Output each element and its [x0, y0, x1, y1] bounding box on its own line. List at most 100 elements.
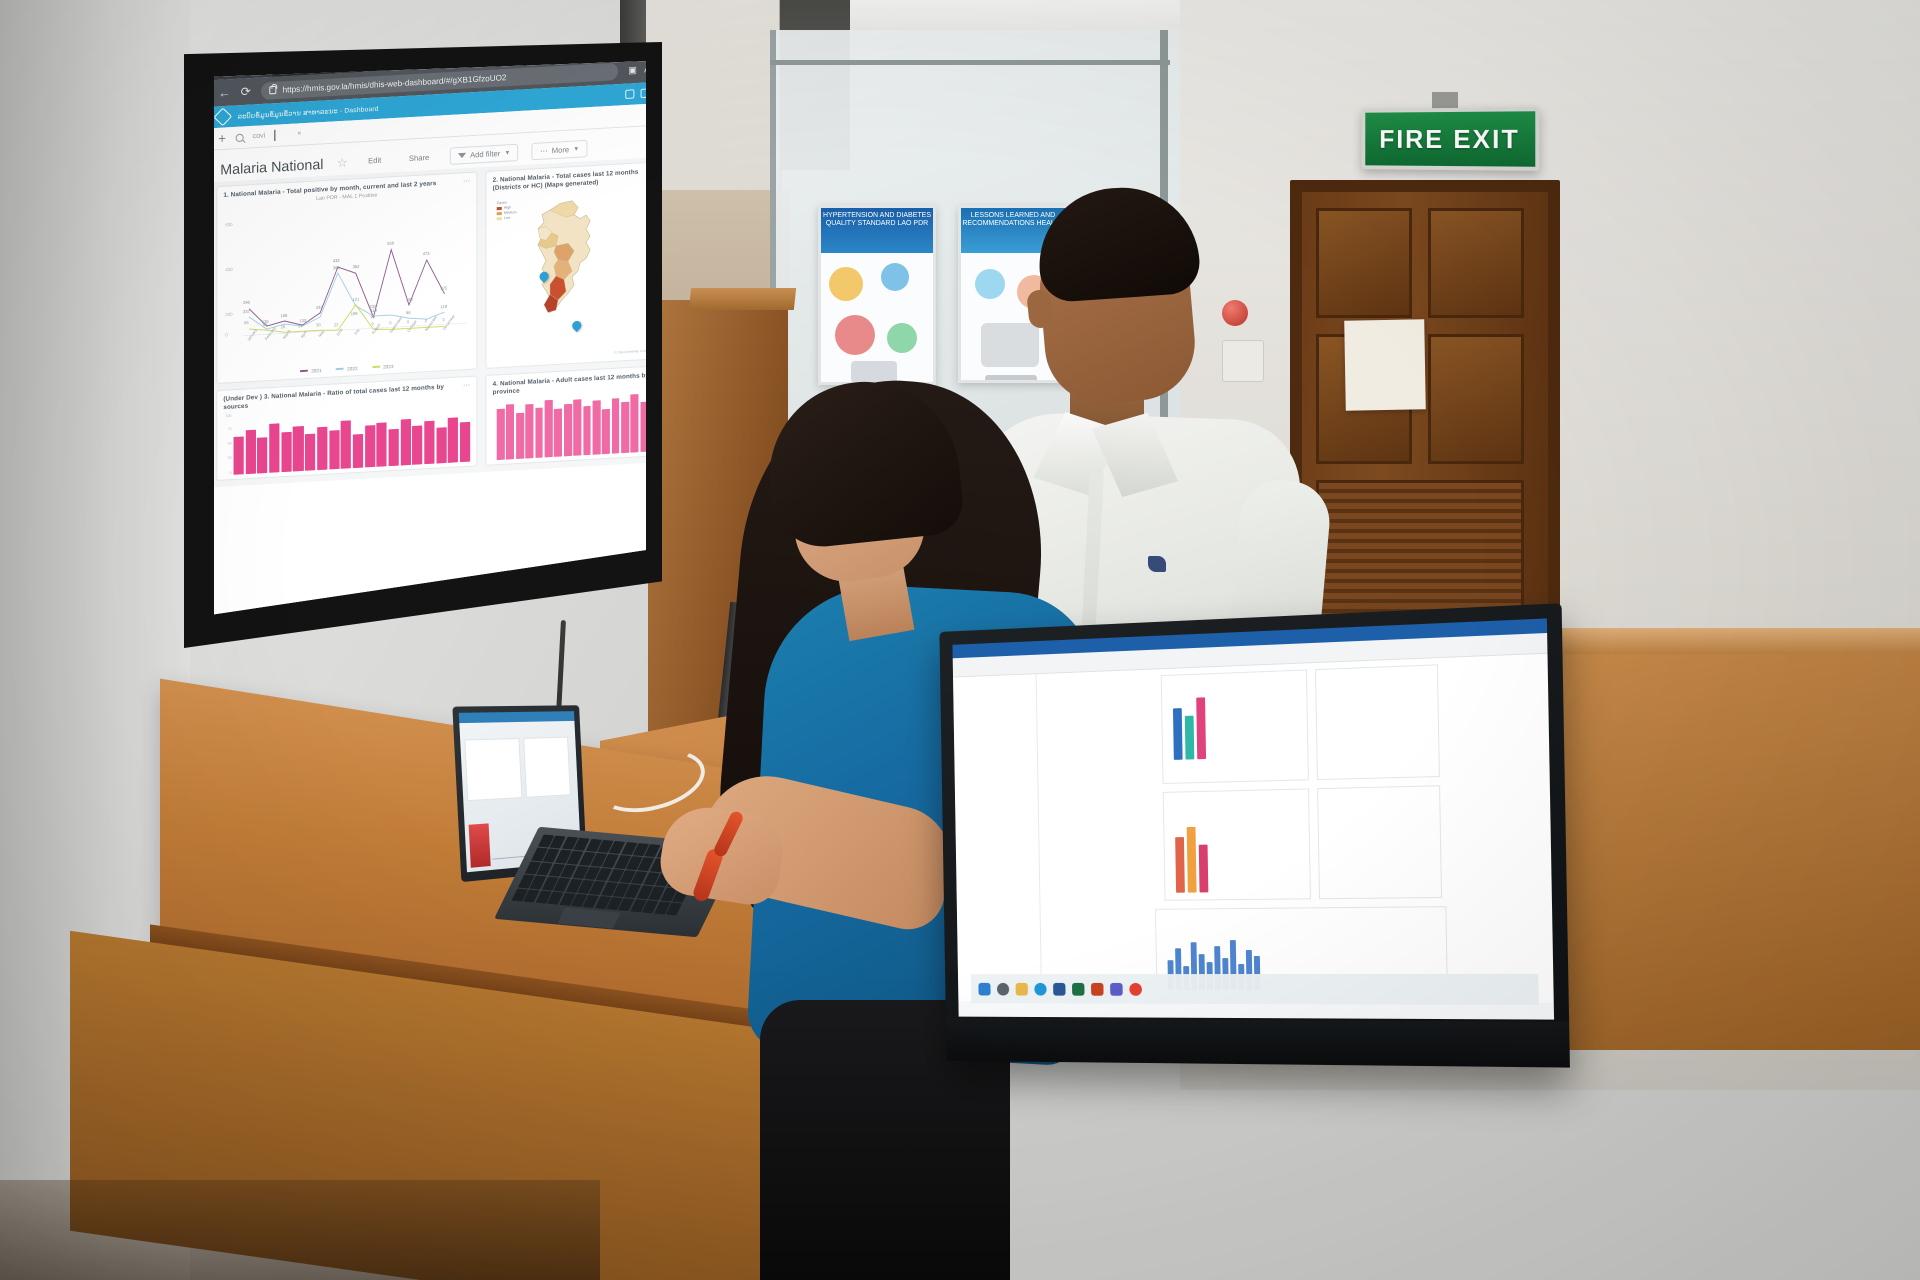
edit-button[interactable]: Edit	[368, 155, 382, 166]
search-input[interactable]: covi	[252, 132, 266, 141]
laptop-app-header	[458, 711, 575, 724]
glass-mullion-top	[770, 60, 1170, 65]
map-visualization[interactable]: Cases High Medium Low + −	[493, 185, 646, 362]
svg-text:0: 0	[225, 332, 228, 337]
bar-chart-y-axis: 100 75 50 25 0	[225, 413, 232, 476]
svg-text:66: 66	[244, 320, 249, 325]
fire-exit-label: FIRE EXIT	[1379, 123, 1520, 154]
svg-text:96: 96	[370, 314, 375, 319]
apps-icon[interactable]	[625, 89, 635, 99]
svg-text:October: October	[407, 319, 419, 333]
add-filter-button[interactable]: Add filter ▼	[449, 143, 519, 165]
taskbar-clock[interactable]: 2:56 PM 1/30/2024	[642, 604, 646, 619]
svg-text:119: 119	[370, 307, 377, 312]
dashboard-row-2: ⋯ (Under Dev ) 3. National Malaria - Rat…	[216, 364, 646, 482]
bar-chart-province	[493, 390, 646, 461]
foreground-taskbar	[970, 973, 1539, 1005]
legend-item-2022[interactable]: 2022	[335, 365, 358, 372]
svg-text:395: 395	[333, 265, 340, 270]
card-line-chart[interactable]: ⋯ 1. National Malaria - Total positive b…	[216, 171, 478, 384]
laptop-sidebar-accent	[468, 823, 491, 868]
svg-text:0: 0	[389, 320, 392, 325]
svg-text:473: 473	[423, 250, 430, 255]
mini-bar-group-2	[1175, 817, 1209, 893]
svg-text:88: 88	[406, 310, 411, 315]
map-legend-item: Low	[496, 215, 517, 221]
svg-text:242: 242	[316, 304, 323, 309]
door-notice	[1344, 319, 1426, 411]
svg-text:121: 121	[353, 296, 360, 301]
read-aloud-icon[interactable]: A	[644, 63, 646, 75]
tv-screen: Dashboard | DHIS2 × Dashboard | DHIS2 × …	[214, 61, 646, 619]
more-dots-icon: ⋯	[540, 146, 548, 156]
address-bar-url: https://hmis.gov.la/hmis/dhis-web-dashbo…	[282, 72, 507, 95]
reload-button[interactable]: ⟳	[240, 84, 251, 100]
legend-label: 2023	[383, 363, 394, 370]
svg-text:22: 22	[334, 322, 339, 327]
floor-shadow	[0, 1180, 600, 1280]
svg-text:9: 9	[371, 321, 374, 326]
poster-title: HYPERTENSION AND DIABETES QUALITY STANDA…	[822, 212, 931, 228]
app-body	[953, 653, 1554, 1003]
right-counter-top	[1516, 628, 1920, 654]
legend-item-2023[interactable]: 2023	[371, 363, 394, 370]
map-attribution: © OpenStreetMap contributors	[614, 347, 646, 355]
svg-text:August: August	[371, 322, 382, 335]
slide-canvas[interactable]	[1036, 653, 1554, 1003]
overflow-menu-icon[interactable]: ⋯	[463, 177, 472, 186]
svg-text:168: 168	[281, 312, 288, 317]
edge-icon[interactable]	[1034, 982, 1047, 996]
svg-text:109: 109	[351, 311, 358, 316]
card-map[interactable]: ⋯ 2. National Malaria - Total cases last…	[485, 161, 646, 369]
share-button[interactable]: Share	[408, 152, 430, 164]
svg-text:275: 275	[441, 285, 448, 290]
line-chart: 600 400 200 0	[223, 196, 470, 363]
fire-alarm-icon	[1222, 300, 1248, 326]
legend-swatch	[299, 370, 309, 373]
mini-chart-panel-2	[1315, 664, 1440, 781]
card-bar-ratio[interactable]: ⋯ (Under Dev ) 3. National Malaria - Rat…	[216, 375, 478, 482]
mini-chart-panel-4	[1317, 785, 1443, 900]
clear-icon[interactable]: ×	[297, 130, 302, 138]
legend-item-2021[interactable]: 2021	[299, 368, 322, 374]
back-button[interactable]: ←	[218, 85, 231, 101]
add-dashboard-button[interactable]: +	[218, 130, 226, 147]
svg-text:28: 28	[281, 324, 286, 329]
svg-text:233: 233	[369, 303, 376, 308]
svg-text:0: 0	[407, 319, 410, 324]
card-bar-province[interactable]: ⋯ 4. National Malaria - Adult cases last…	[485, 364, 646, 467]
search-icon[interactable]	[996, 982, 1010, 996]
laos-map-svg	[537, 200, 591, 313]
monitor-chin	[945, 1018, 1570, 1068]
svg-text:559: 559	[387, 240, 394, 245]
start-icon[interactable]	[978, 982, 991, 995]
bar-chart-ratio: 100 75 50 25 0	[223, 401, 471, 476]
chart-legend: 2021 2022 2023	[223, 359, 470, 378]
svg-text:59: 59	[263, 322, 268, 327]
svg-text:May: May	[318, 329, 325, 337]
word-icon[interactable]	[1053, 982, 1066, 996]
slide-thumbnail-pane[interactable]	[953, 674, 1043, 1002]
map-pin-icon[interactable]	[570, 318, 584, 332]
explorer-icon[interactable]	[1015, 982, 1028, 996]
svg-text:March: March	[282, 329, 291, 340]
legend-swatch	[335, 368, 345, 371]
chrome-icon[interactable]	[1129, 982, 1143, 996]
page-title: Malaria National	[220, 155, 324, 178]
svg-text:432: 432	[333, 257, 340, 262]
messages-icon[interactable]	[640, 88, 646, 99]
right-counter	[1516, 630, 1920, 1050]
overflow-menu-icon[interactable]: ⋯	[463, 381, 472, 390]
more-button[interactable]: ⋯ More ▼	[531, 139, 588, 161]
teams-icon[interactable]	[1110, 982, 1123, 996]
clock-date: 1/30/2024	[642, 611, 646, 619]
legend-label: 2022	[347, 365, 358, 372]
powerpoint-icon[interactable]	[1090, 982, 1104, 996]
excel-icon[interactable]	[1071, 982, 1085, 996]
collections-icon[interactable]: ▣	[628, 64, 637, 75]
mans-hair	[1034, 182, 1202, 304]
dashboard-body: ⋯ 1. National Malaria - Total positive b…	[214, 156, 646, 488]
wall-mounted-display: Dashboard | DHIS2 × Dashboard | DHIS2 × …	[184, 42, 741, 723]
star-icon[interactable]: ☆	[336, 154, 348, 170]
